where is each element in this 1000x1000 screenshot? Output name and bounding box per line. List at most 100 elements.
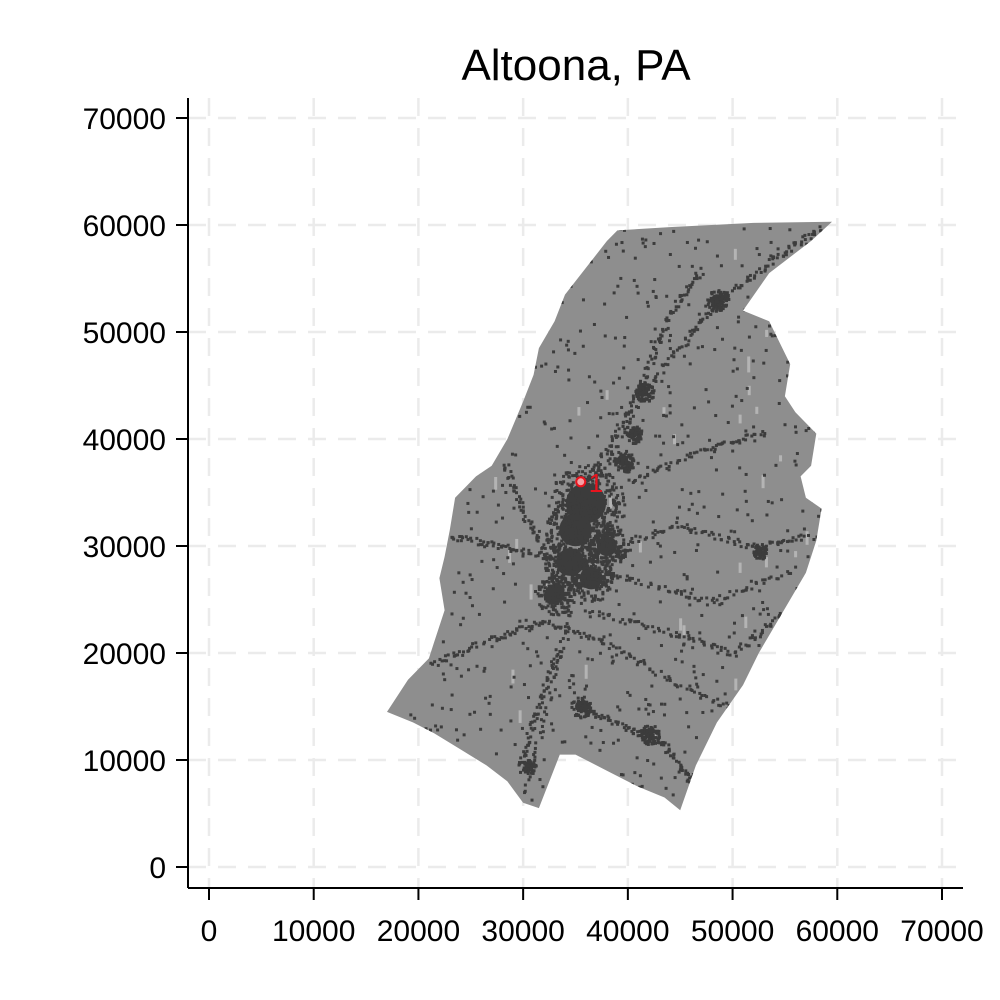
urban-dot [589, 506, 593, 510]
urban-dot [545, 592, 549, 596]
road-dot [556, 652, 560, 656]
y-tick-label: 10000 [83, 745, 166, 778]
road-dot [514, 491, 518, 495]
urban-dot [603, 533, 607, 537]
urban-dot [598, 545, 602, 549]
urban-dot [584, 579, 588, 583]
settlement-dot [738, 466, 742, 470]
road-dot [699, 696, 703, 700]
urban-dot [552, 600, 556, 604]
urban-dot [592, 490, 596, 494]
settlement-dot [786, 549, 790, 553]
urban-dot [555, 549, 559, 553]
light-patch [733, 248, 737, 260]
settlement-dot [621, 773, 625, 777]
x-tick-label: 60000 [796, 915, 879, 948]
urban-dot [568, 546, 572, 550]
urban-dot [722, 290, 726, 294]
road-dot [740, 284, 744, 288]
urban-dot [558, 546, 562, 550]
urban-dot [622, 496, 626, 500]
road-dot [528, 740, 532, 744]
settlement-dot [692, 664, 696, 668]
road-dot [685, 293, 689, 297]
road-dot [461, 536, 465, 540]
road-dot [564, 631, 568, 635]
urban-dot [720, 301, 724, 305]
road-dot [549, 680, 553, 684]
urban-dot [595, 493, 599, 497]
road-dot [640, 622, 644, 626]
urban-dot [556, 505, 560, 509]
settlement-dot [626, 386, 630, 390]
urban-dot [523, 762, 527, 766]
settlement-dot [646, 742, 650, 746]
urban-dot [622, 542, 626, 546]
settlement-dot [603, 302, 607, 306]
light-patch [584, 664, 588, 679]
road-dot [786, 570, 790, 574]
settlement-dot [710, 709, 714, 713]
urban-dot [589, 477, 593, 481]
urban-dot [581, 554, 585, 558]
urban-dot [712, 297, 716, 301]
urban-dot [714, 309, 718, 313]
urban-dot [581, 516, 585, 520]
road-dot [778, 614, 782, 618]
urban-dot [563, 503, 567, 507]
settlement-dot [590, 725, 594, 729]
road-dot [687, 596, 691, 600]
road-dot [631, 540, 635, 544]
settlement-dot [749, 579, 753, 583]
road-dot [636, 734, 640, 738]
road-dot [540, 724, 544, 728]
settlement-dot [586, 657, 590, 661]
urban-dot [622, 514, 626, 518]
settlement-dot [570, 674, 574, 678]
settlement-dot [806, 555, 810, 559]
urban-dot [589, 539, 593, 543]
road-dot [771, 255, 775, 259]
road-dot [727, 536, 731, 540]
road-dot [669, 461, 673, 465]
road-dot [529, 735, 533, 739]
road-dot [653, 376, 657, 380]
urban-dot [567, 586, 571, 590]
road-dot [686, 526, 690, 530]
urban-dot [600, 513, 604, 517]
road-dot [623, 412, 627, 416]
urban-dot [572, 700, 576, 704]
urban-dot [601, 577, 605, 581]
urban-dot [573, 520, 577, 524]
urban-dot [565, 568, 569, 572]
urban-dot [592, 522, 596, 526]
road-dot [546, 670, 550, 674]
road-dot [597, 614, 601, 618]
road-dot [758, 267, 762, 271]
urban-dot [614, 509, 618, 513]
urban-dot [578, 706, 582, 710]
road-dot [670, 354, 674, 358]
settlement-dot [687, 725, 691, 729]
road-dot [631, 394, 635, 398]
road-dot [498, 637, 502, 641]
road-dot [538, 731, 542, 735]
urban-dot [595, 512, 599, 516]
road-dot [666, 326, 670, 330]
light-patch [738, 562, 742, 573]
road-dot [552, 657, 556, 661]
urban-dot [581, 529, 585, 533]
road-dot [624, 724, 628, 728]
settlement-dot [449, 663, 453, 667]
road-dot [688, 528, 692, 532]
settlement-dot [632, 612, 636, 616]
urban-dot [576, 527, 580, 531]
road-dot [509, 549, 513, 553]
road-dot [666, 363, 670, 367]
road-dot [657, 585, 661, 589]
urban-dot [525, 768, 529, 772]
settlement-dot [762, 434, 766, 438]
urban-dot [599, 578, 603, 582]
urban-dot [576, 696, 580, 700]
urban-dot [710, 291, 714, 295]
